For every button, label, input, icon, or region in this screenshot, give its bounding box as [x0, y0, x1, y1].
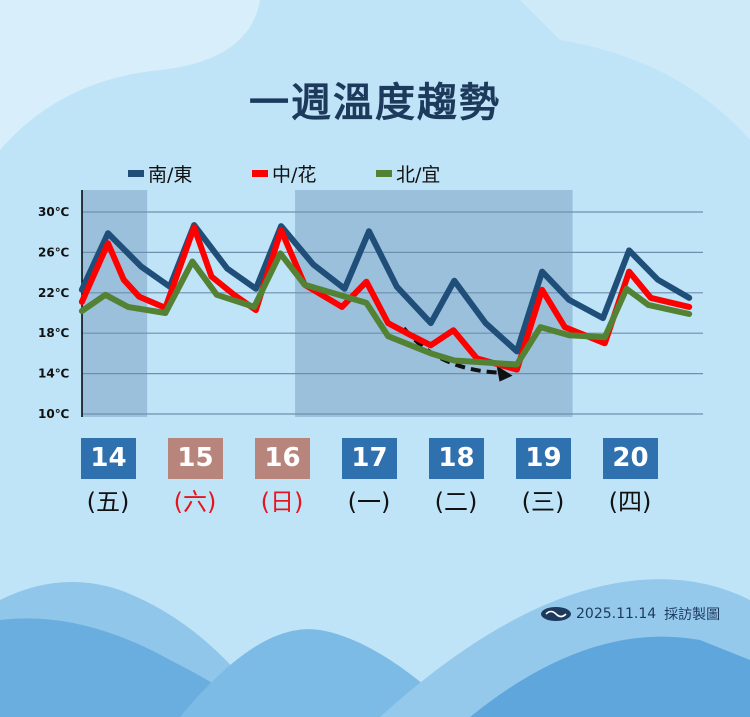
weekday-label: (一) [347, 488, 391, 516]
weekday-label: (二) [434, 488, 478, 516]
legend-item-north-yilan: 北/宜 [376, 160, 440, 187]
credit: 2025.11.14 採訪製圖 [540, 604, 720, 624]
day-tile: 19 [516, 438, 571, 479]
page-title: 一週溫度趨勢 [249, 80, 501, 126]
weekday-label: (六) [173, 488, 217, 516]
day-tile: 16 [255, 438, 310, 479]
weekday-label: (五) [86, 488, 130, 516]
weekday-label: (四) [608, 488, 652, 516]
y-tick-label: 18℃ [38, 326, 69, 340]
y-tick-label: 10℃ [38, 407, 69, 421]
legend-label: 南/東 [148, 164, 193, 186]
legend-swatch [252, 170, 268, 177]
weekday-label: (日) [260, 488, 304, 516]
credit-text: 採訪製圖 [664, 607, 721, 623]
series-line-2 [78, 250, 693, 368]
day-tile: 15 [168, 438, 223, 479]
y-tick-label: 22℃ [38, 286, 69, 300]
weekday-label: (三) [521, 488, 565, 516]
y-tick-label: 26℃ [38, 245, 69, 259]
credit-date: 2025.11.14 [576, 606, 657, 622]
y-tick-label: 14℃ [38, 367, 69, 381]
legend-label: 中/花 [272, 164, 317, 186]
legend-item-central-hualien: 中/花 [252, 160, 316, 187]
day-tile: 20 [603, 438, 658, 479]
y-tick-label: 30℃ [38, 205, 69, 219]
legend-swatch [376, 170, 392, 177]
day-tile: 18 [429, 438, 484, 479]
cwa-logo-icon [541, 607, 571, 621]
trend-arrow-head [496, 365, 513, 382]
legend-label: 北/宜 [396, 164, 441, 186]
legend-swatch [128, 170, 144, 177]
day-tile: 17 [342, 438, 397, 479]
legend-item-south-east: 南/東 [128, 160, 192, 187]
day-tile: 14 [81, 438, 136, 479]
